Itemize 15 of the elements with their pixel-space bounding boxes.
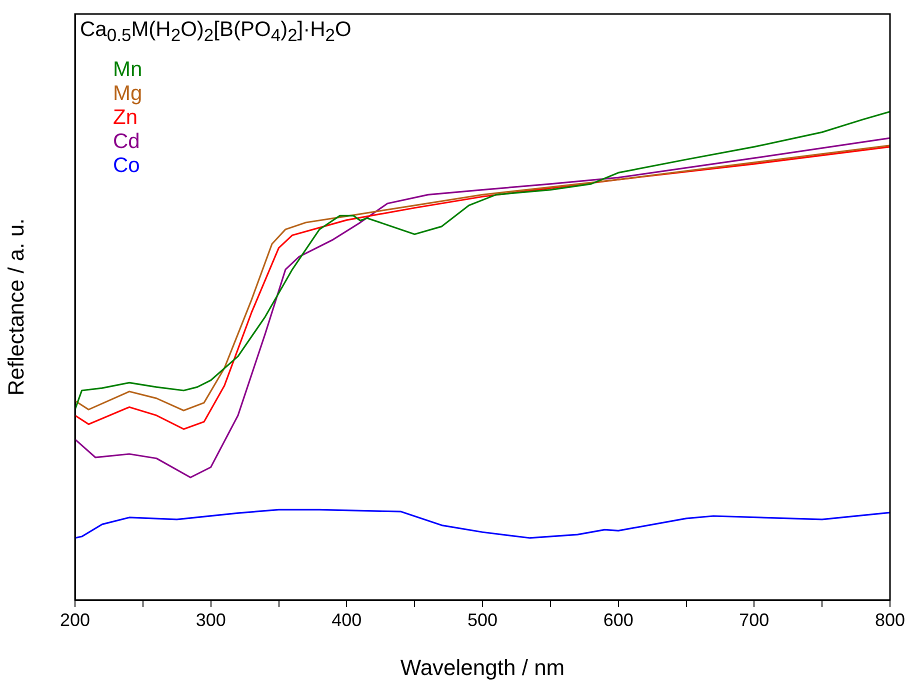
y-axis-title: Reflectance / a. u. bbox=[3, 218, 28, 396]
x-tick-label: 700 bbox=[739, 610, 770, 630]
x-tick-label: 500 bbox=[467, 610, 498, 630]
x-tick-label: 800 bbox=[874, 610, 906, 630]
text: Mg bbox=[113, 82, 142, 106]
text: Co bbox=[113, 154, 141, 178]
chart-title: Ca$_{0.5}$M(H$_{2}$O)$_{2}$[B(PO$_{4}$)$_{2}$]·H$_{2}$O bbox=[80, 18, 352, 46]
x-tick-label: 300 bbox=[196, 610, 226, 630]
x-tick-label: 200 bbox=[60, 610, 90, 630]
x-tick-label: 600 bbox=[603, 610, 634, 630]
text: Zn bbox=[113, 106, 139, 130]
x-tick-label: 400 bbox=[332, 610, 362, 630]
text: Cd bbox=[113, 130, 141, 154]
text: Mn bbox=[113, 58, 142, 82]
x-axis-title: Wavelength / nm bbox=[400, 654, 565, 680]
